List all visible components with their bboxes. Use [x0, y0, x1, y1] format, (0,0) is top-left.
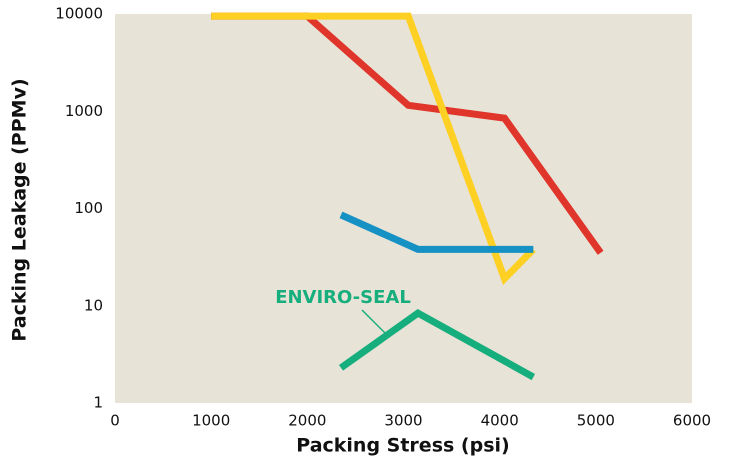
series-line — [338, 308, 536, 381]
y-tick-label: 10000 — [55, 5, 103, 23]
y-tick-label: 1000 — [65, 102, 103, 120]
x-tick-label: 6000 — [673, 412, 711, 430]
annotation: ENVIRO-SEAL — [275, 287, 411, 308]
x-axis-label: Packing Stress (psi) — [296, 435, 509, 457]
series-line — [211, 12, 536, 286]
x-tick-label: 5000 — [577, 412, 615, 430]
x-tick-label: 3000 — [384, 412, 422, 430]
y-tick-label: 1 — [93, 394, 103, 412]
y-tick-label: 10 — [84, 296, 103, 314]
plot-background — [115, 14, 692, 403]
x-tick-label: 4000 — [481, 412, 519, 430]
y-tick-label: 100 — [74, 199, 103, 217]
series-line — [339, 211, 534, 253]
x-tick-label: 2000 — [288, 412, 326, 430]
x-tick-label: 0 — [110, 412, 120, 430]
x-tick-label: 1000 — [192, 412, 230, 430]
y-axis-label: Packing Leakage (PPMv) — [9, 78, 31, 341]
annotation-leader — [361, 309, 386, 334]
